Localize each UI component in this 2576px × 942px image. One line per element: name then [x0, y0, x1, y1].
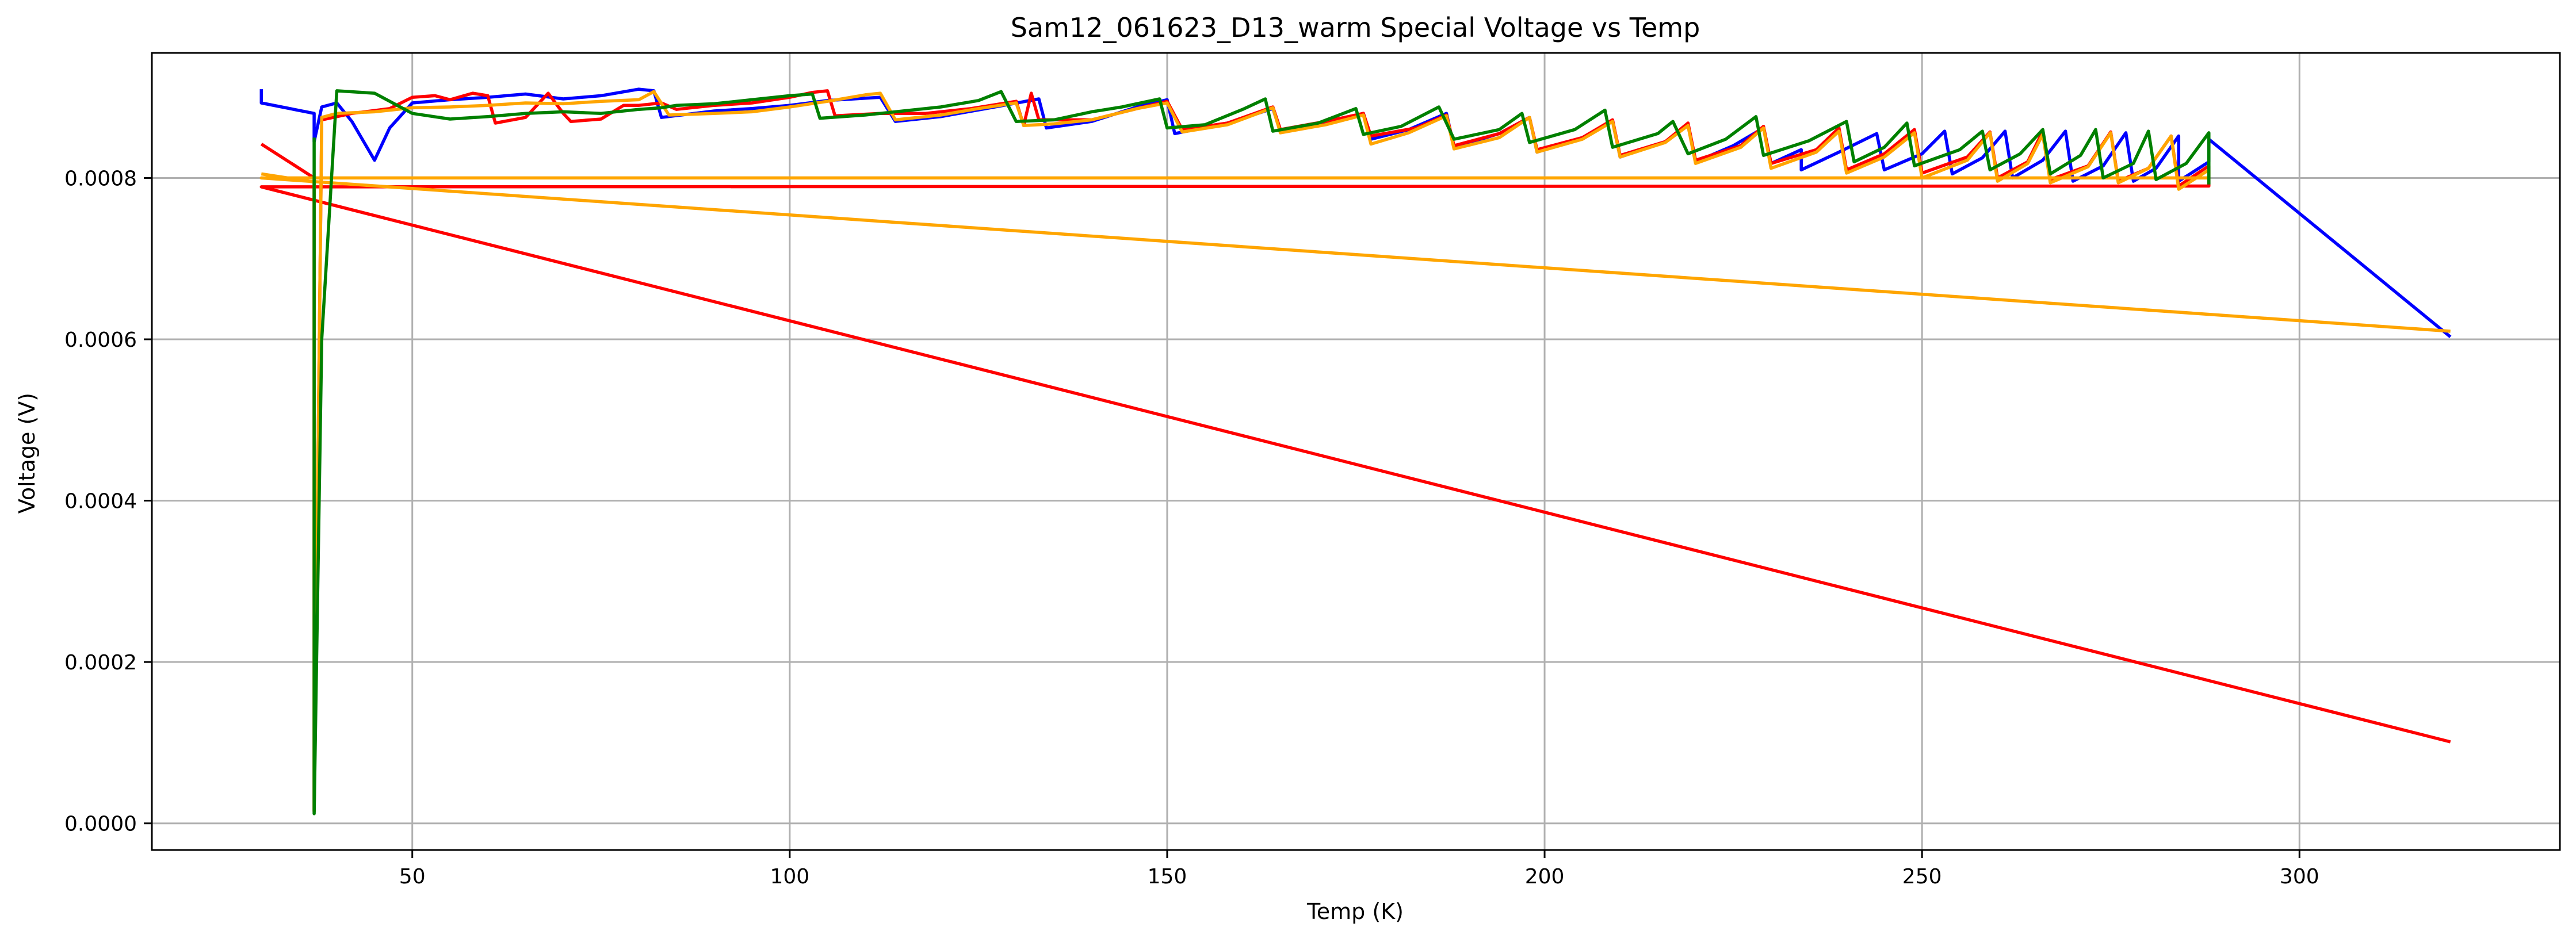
plot-frame	[151, 52, 2561, 851]
x-tick-label: 300	[2280, 865, 2319, 889]
x-tick-label: 250	[1902, 865, 1942, 889]
ticks: 50 100 150 200 250 300 0.0000 0.0002 0.0004 0.000…	[64, 167, 2319, 889]
y-tick-label: 0.0002	[64, 651, 137, 675]
y-tick-label: 0.0008	[64, 167, 137, 190]
x-axis-label: Temp (K)	[1306, 899, 1404, 924]
y-tick-label: 0.0006	[64, 328, 137, 352]
y-tick-label: 0.0000	[64, 813, 137, 836]
y-tick-label: 0.0004	[64, 490, 137, 514]
series-line-4	[312, 89, 2211, 815]
x-tick-label: 100	[770, 865, 809, 889]
x-tick-label: 150	[1148, 865, 1187, 889]
chart-title: Sam12_061623_D13_warm Special Voltage vs…	[1011, 12, 1700, 43]
y-axis-label: Voltage (V)	[14, 393, 40, 514]
series-line-3	[259, 90, 2451, 813]
series-layer	[259, 87, 2452, 815]
x-tick-label: 200	[1525, 865, 1565, 889]
x-tick-label: 50	[399, 865, 426, 889]
